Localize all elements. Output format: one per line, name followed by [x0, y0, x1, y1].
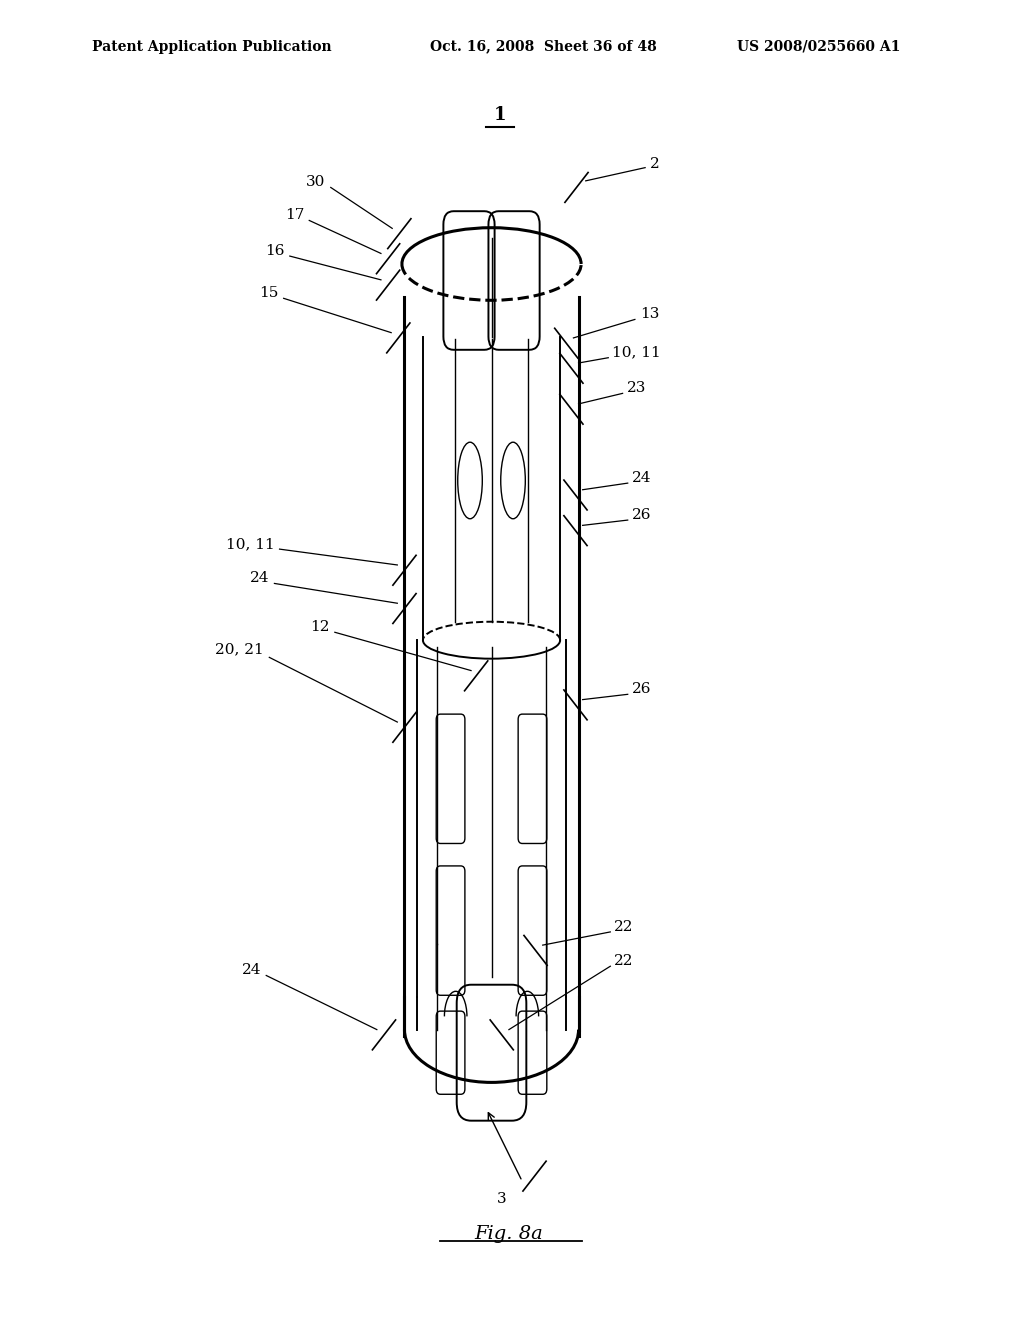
Text: Fig. 8a: Fig. 8a	[474, 1225, 544, 1243]
Text: 17: 17	[285, 209, 304, 222]
Text: 10, 11: 10, 11	[612, 346, 662, 359]
Text: 26: 26	[632, 508, 651, 521]
Text: 13: 13	[640, 308, 659, 321]
Text: 23: 23	[627, 381, 646, 395]
Text: 12: 12	[310, 620, 330, 634]
Text: 22: 22	[614, 920, 634, 933]
Text: Patent Application Publication: Patent Application Publication	[92, 40, 332, 54]
Text: 2: 2	[650, 157, 660, 170]
Text: 24: 24	[250, 572, 269, 585]
Text: 3: 3	[497, 1192, 507, 1206]
Text: Oct. 16, 2008  Sheet 36 of 48: Oct. 16, 2008 Sheet 36 of 48	[430, 40, 656, 54]
Text: 26: 26	[632, 682, 651, 696]
Text: 24: 24	[242, 964, 261, 977]
Text: 15: 15	[259, 286, 279, 300]
Text: 16: 16	[265, 244, 285, 257]
Text: 20, 21: 20, 21	[215, 643, 264, 656]
Text: 30: 30	[306, 176, 326, 189]
Text: 10, 11: 10, 11	[225, 537, 274, 550]
Text: 24: 24	[632, 471, 651, 484]
Text: US 2008/0255660 A1: US 2008/0255660 A1	[737, 40, 901, 54]
Text: 1: 1	[494, 106, 506, 124]
Text: 22: 22	[614, 954, 634, 968]
